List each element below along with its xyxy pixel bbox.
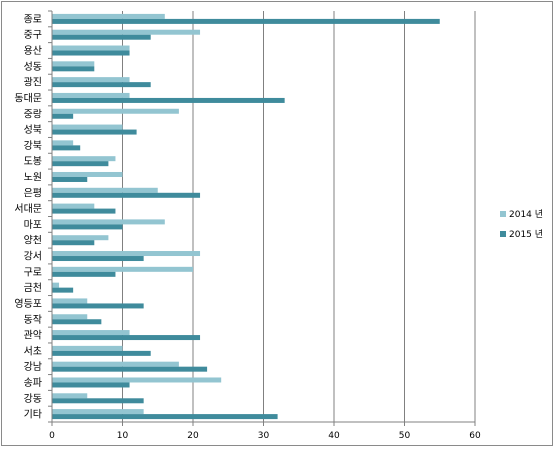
legend-label-2014: 2014 년 [509, 209, 543, 220]
category-label-17: 금천 [24, 282, 42, 294]
x-tick-label-50: 50 [399, 431, 411, 441]
bar-2014-12 [52, 203, 95, 209]
category-labels: 종로중구용산성동광진동대문중랑성북강북도봉노원은평서대문마포양천강서구로금천영등… [14, 13, 42, 420]
category-label-19: 동작 [24, 314, 42, 326]
bar-2015-2 [52, 50, 130, 56]
bar-2015-6 [52, 113, 74, 119]
category-label-2: 용산 [24, 45, 42, 57]
bar-2014-25 [52, 409, 144, 415]
bar-2015-25 [52, 414, 278, 420]
category-label-10: 노원 [24, 171, 42, 183]
legend: 2014 년 2015 년 [500, 209, 543, 240]
bar-2014-14 [52, 235, 109, 241]
x-tick-label-0: 0 [49, 431, 55, 441]
bar-2015-20 [52, 335, 201, 341]
category-label-12: 서대문 [14, 203, 42, 215]
gridlines [122, 11, 476, 422]
x-tick-label-10: 10 [117, 431, 129, 441]
category-label-0: 종로 [24, 13, 42, 25]
tick-labels: 0 10 20 30 40 50 60 [49, 431, 481, 441]
bar-2014-18 [52, 298, 88, 304]
category-label-23: 송파 [24, 377, 42, 389]
category-label-25: 기타 [24, 409, 42, 421]
bar-2015-16 [52, 271, 116, 277]
bar-2015-1 [52, 34, 151, 40]
bar-2014-13 [52, 219, 165, 225]
category-label-18: 영등포 [14, 298, 42, 310]
x-tick-label-40: 40 [328, 431, 340, 441]
bar-2015-9 [52, 161, 109, 167]
bar-2014-19 [52, 314, 88, 320]
x-tick-label-30: 30 [258, 431, 270, 441]
category-label-22: 강남 [24, 361, 42, 373]
bar-2015-17 [52, 287, 74, 293]
bar-2014-3 [52, 61, 95, 67]
bar-2015-24 [52, 398, 144, 404]
category-label-4: 광진 [24, 77, 42, 89]
category-label-20: 관악 [24, 330, 42, 342]
bar-2014-11 [52, 187, 158, 193]
category-label-21: 서초 [24, 345, 42, 357]
bar-2014-8 [52, 140, 74, 146]
category-label-13: 마포 [24, 219, 42, 231]
bar-2015-5 [52, 97, 285, 103]
bar-2014-2 [52, 45, 130, 51]
bar-2015-22 [52, 366, 208, 372]
category-label-15: 강서 [24, 251, 42, 263]
bar-2014-6 [52, 108, 179, 114]
category-label-8: 강북 [24, 140, 42, 152]
bar-2014-22 [52, 361, 179, 367]
category-label-24: 강동 [24, 393, 42, 405]
bar-2014-5 [52, 92, 130, 98]
bar-2014-17 [52, 282, 60, 288]
bar-2015-10 [52, 176, 88, 182]
bar-2015-23 [52, 382, 130, 388]
bar-2015-4 [52, 82, 151, 88]
category-label-1: 중구 [24, 29, 42, 41]
bar-2014-4 [52, 77, 130, 83]
bar-2015-21 [52, 350, 151, 356]
bar-2015-8 [52, 145, 81, 151]
bar-2015-11 [52, 192, 201, 198]
bar-2014-23 [52, 377, 222, 383]
bar-2014-24 [52, 393, 88, 399]
bar-2015-12 [52, 208, 116, 214]
x-tick-label-20: 20 [187, 431, 199, 441]
category-label-7: 성북 [24, 124, 42, 136]
bar-2014-20 [52, 330, 130, 336]
bar-2014-15 [52, 251, 201, 257]
category-label-16: 구로 [24, 267, 42, 278]
bar-2014-1 [52, 29, 201, 35]
bar-2015-0 [52, 18, 440, 24]
legend-swatch-2015 [500, 231, 506, 237]
bar-2015-15 [52, 256, 144, 262]
legend-swatch-2014 [500, 211, 506, 217]
category-label-11: 은평 [24, 187, 42, 199]
category-label-6: 중랑 [24, 108, 42, 120]
category-label-3: 성동 [24, 61, 42, 73]
bar-2015-3 [52, 66, 95, 72]
legend-label-2015: 2015 년 [509, 229, 543, 240]
bar-2015-19 [52, 319, 102, 325]
category-label-14: 양천 [24, 235, 42, 247]
bar-2014-7 [52, 124, 123, 130]
bar-2015-7 [52, 129, 137, 135]
bar-2014-21 [52, 345, 123, 351]
bar-2015-18 [52, 303, 144, 309]
bar-2014-0 [52, 13, 165, 19]
category-label-5: 동대문 [14, 92, 42, 104]
bar-2014-10 [52, 171, 123, 177]
category-label-9: 도봉 [24, 156, 42, 168]
bars [52, 13, 440, 420]
bar-2015-13 [52, 224, 123, 230]
bar-2015-14 [52, 240, 95, 246]
bar-2014-9 [52, 156, 116, 162]
x-tick-label-60: 60 [469, 431, 481, 441]
bar-2014-16 [52, 266, 193, 272]
axes [48, 10, 476, 426]
